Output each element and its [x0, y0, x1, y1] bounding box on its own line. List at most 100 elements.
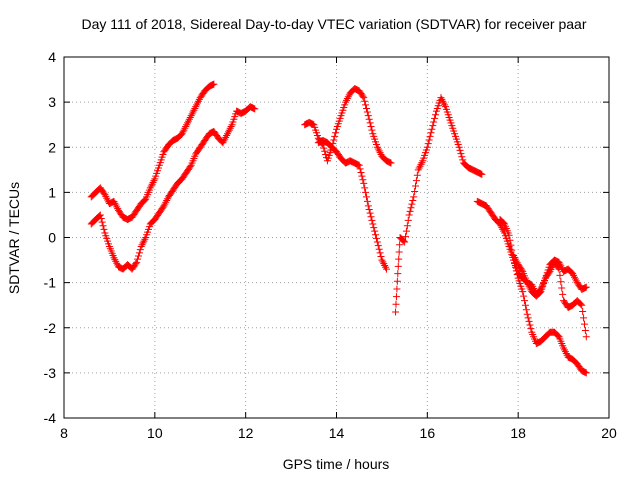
data-point	[147, 182, 155, 190]
x-tick-label: 12	[238, 425, 254, 441]
data-point	[429, 122, 437, 130]
data-point	[558, 284, 566, 292]
data-point	[365, 115, 373, 123]
data-point	[320, 144, 328, 152]
data-point	[374, 242, 382, 250]
data-point	[366, 119, 374, 127]
data-point	[193, 101, 201, 109]
data-point	[134, 252, 142, 260]
data-point	[428, 125, 436, 133]
data-point	[222, 133, 230, 141]
data-point	[187, 112, 195, 120]
data-point	[520, 292, 528, 300]
data-point	[96, 211, 104, 219]
data-point	[412, 182, 420, 190]
data-point	[518, 266, 526, 274]
data-point	[178, 130, 186, 138]
data-point	[393, 277, 401, 285]
x-tick-label: 10	[147, 425, 163, 441]
data-point	[363, 197, 371, 205]
data-point	[97, 215, 105, 223]
data-point	[560, 346, 568, 354]
data-point	[369, 220, 377, 228]
data-point	[373, 238, 381, 246]
data-point	[375, 147, 383, 155]
data-point	[188, 110, 196, 118]
data-point	[547, 266, 555, 274]
data-point	[251, 105, 259, 113]
y-tick-label: -1	[44, 275, 57, 291]
data-point	[513, 271, 521, 279]
data-point	[342, 98, 350, 106]
data-point	[103, 194, 111, 202]
data-point	[562, 349, 570, 357]
data-point	[404, 216, 412, 224]
data-point	[164, 195, 172, 203]
data-point	[140, 197, 148, 205]
plot-frame	[63, 56, 610, 419]
data-point	[367, 122, 375, 130]
data-point	[359, 92, 367, 100]
data-point	[342, 96, 350, 104]
data-point	[525, 317, 533, 325]
data-point	[357, 169, 365, 177]
data-point	[555, 265, 563, 273]
data-point	[526, 321, 534, 329]
y-tick-label: -3	[44, 365, 57, 381]
data-point	[535, 289, 543, 297]
data-point	[133, 258, 141, 266]
data-point	[406, 207, 414, 215]
data-point	[392, 300, 400, 308]
data-point	[376, 149, 384, 157]
data-point	[150, 177, 158, 185]
data-point	[110, 254, 118, 262]
x-axis-label: GPS time / hours	[283, 456, 390, 472]
data-point	[183, 121, 191, 129]
series-segment-4-lower	[496, 215, 590, 377]
series-segment-4-middle	[510, 252, 590, 341]
data-point	[220, 137, 228, 145]
data-point	[426, 132, 434, 140]
data-point	[432, 111, 440, 119]
data-point	[373, 143, 381, 151]
data-point	[500, 219, 508, 227]
data-point	[381, 261, 389, 269]
y-tick-label: 4	[48, 49, 56, 65]
data-point	[414, 166, 422, 174]
data-points	[87, 80, 590, 377]
data-point	[163, 196, 171, 204]
data-point	[146, 184, 154, 192]
data-point	[149, 178, 157, 186]
data-point	[570, 271, 578, 279]
data-point	[360, 94, 368, 102]
data-point	[136, 246, 144, 254]
data-point	[525, 282, 533, 290]
chart-title: Day 111 of 2018, Sidereal Day-to-day VTE…	[82, 16, 587, 32]
x-tick-label: 16	[420, 425, 436, 441]
data-point	[102, 192, 110, 200]
data-point	[189, 108, 197, 116]
data-point	[561, 348, 569, 356]
y-tick-label: 3	[48, 94, 56, 110]
data-point	[372, 234, 380, 242]
data-point	[410, 193, 418, 201]
data-point	[112, 257, 120, 265]
data-point	[401, 238, 409, 246]
data-point	[358, 172, 366, 180]
data-point	[519, 288, 527, 296]
y-tick-label: -4	[44, 410, 57, 426]
data-point	[582, 333, 590, 341]
data-point	[321, 147, 329, 155]
data-point	[367, 213, 375, 221]
data-point	[579, 308, 587, 316]
data-point	[415, 164, 423, 172]
data-point	[100, 189, 108, 197]
data-point	[399, 236, 407, 244]
data-point	[524, 280, 532, 288]
data-point	[439, 97, 447, 105]
data-point	[184, 119, 192, 127]
data-point	[361, 184, 369, 192]
data-point	[572, 277, 580, 285]
